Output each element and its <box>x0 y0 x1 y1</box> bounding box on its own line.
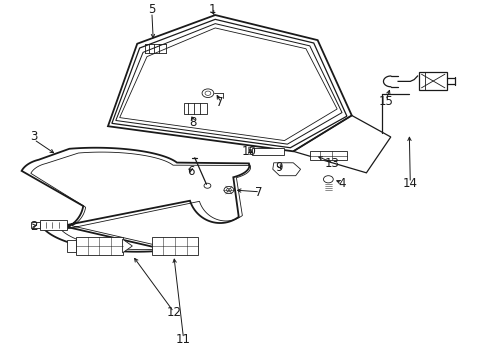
Text: 7: 7 <box>216 96 224 109</box>
Circle shape <box>224 186 233 194</box>
Text: 13: 13 <box>324 157 339 170</box>
Bar <box>251 148 283 155</box>
Text: 12: 12 <box>166 306 181 319</box>
Bar <box>152 237 198 255</box>
Text: 9: 9 <box>274 161 282 174</box>
Circle shape <box>203 183 210 188</box>
Bar <box>247 149 251 151</box>
Text: 2: 2 <box>30 220 38 233</box>
Circle shape <box>202 89 213 98</box>
Bar <box>247 147 251 149</box>
Text: 6: 6 <box>187 165 194 177</box>
Text: 8: 8 <box>189 116 197 129</box>
Polygon shape <box>31 222 40 228</box>
Circle shape <box>323 176 332 183</box>
Text: 4: 4 <box>338 177 345 190</box>
Text: 11: 11 <box>176 333 191 346</box>
Bar <box>418 72 447 90</box>
Polygon shape <box>66 240 76 252</box>
Text: 14: 14 <box>402 177 417 190</box>
Text: 15: 15 <box>378 95 392 108</box>
Bar <box>183 103 206 114</box>
Text: 1: 1 <box>209 3 216 16</box>
Bar <box>310 151 346 160</box>
Bar <box>76 237 122 255</box>
Bar <box>247 152 251 154</box>
Polygon shape <box>122 239 132 253</box>
Text: 5: 5 <box>148 3 155 16</box>
Text: 7: 7 <box>255 186 263 199</box>
Bar <box>40 220 66 230</box>
Text: 10: 10 <box>242 145 256 158</box>
Text: 3: 3 <box>30 130 38 144</box>
Polygon shape <box>272 163 300 176</box>
